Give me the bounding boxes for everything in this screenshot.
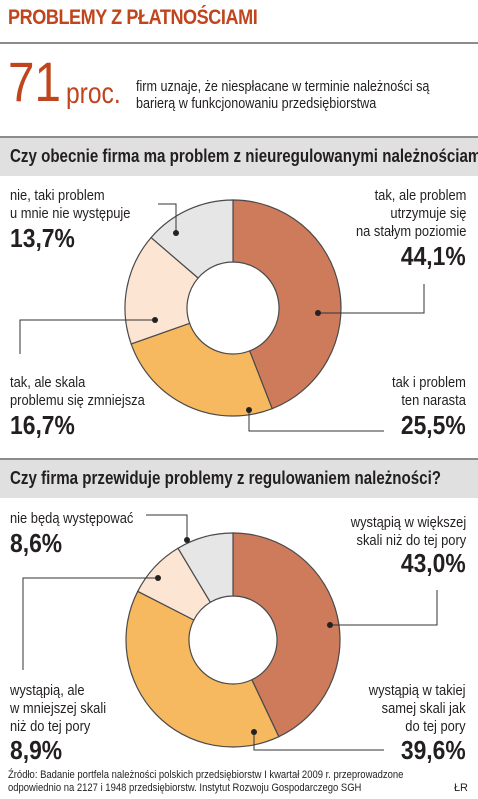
chart1-slice2-value: 25,5% <box>401 410 466 440</box>
chart1-leader-dot-2 <box>246 407 252 413</box>
source-note: Źródło: Badanie portfela należności pols… <box>8 769 404 794</box>
chart2-leader-dot-2 <box>251 729 257 735</box>
chart2-slice1-label: wystąpią w większej skali niż do tej pory <box>350 514 466 549</box>
chart1-slice4-value: 13,7% <box>10 223 75 253</box>
chart2-slice-4 <box>177 532 234 604</box>
chart1-slice-4 <box>150 199 234 279</box>
question-band-1: Czy obecnie firma ma problem z nieuregul… <box>0 136 478 176</box>
chart1-slice3-label: tak, ale skala problemu się zmniejsza <box>10 374 145 409</box>
chart1-leader-1 <box>318 284 425 314</box>
chart2-leader-2 <box>253 732 384 751</box>
chart1-slice-2 <box>130 322 273 417</box>
chart2-leader-1 <box>330 590 438 626</box>
headline-unit: proc. <box>66 77 121 110</box>
author-signature: ŁR <box>453 782 468 794</box>
chart1-leader-dot-4 <box>173 230 179 236</box>
chart2-leader-4 <box>146 514 188 540</box>
chart1-leader-2 <box>248 410 384 432</box>
chart1-slice3-value: 16,7% <box>10 410 75 440</box>
chart1-slice-1 <box>232 199 342 410</box>
chart2-leader-dot-3 <box>155 575 161 581</box>
chart2-slice2-value: 39,6% <box>401 735 466 765</box>
chart2-slice3-value: 8,9% <box>10 735 63 765</box>
chart1-title: Czy obecnie firma ma problem z nieuregul… <box>10 146 478 166</box>
page-title: PROBLEMY Z PŁATNOŚCIAMI <box>8 6 258 29</box>
chart1-slice1-label: tak, ale problem utrzymuje się na stałym p… <box>355 187 466 240</box>
chart2-slice4-value: 8,6% <box>10 528 63 558</box>
chart1-slice1-value: 44,1% <box>401 241 466 271</box>
chart1-slice4-label: nie, taki problem u mnie nie występuje <box>10 187 131 222</box>
chart2-title: Czy firma przewiduje problemy z regulowa… <box>10 468 442 488</box>
chart1-slice2-label: tak i problem ten narasta <box>392 374 466 409</box>
chart1-leader-dot-3 <box>152 317 158 323</box>
headline-number: 71 <box>8 50 61 113</box>
chart1-slice-3 <box>124 236 199 345</box>
chart1-leader-dot-1 <box>315 310 321 316</box>
chart2-leader-dot-4 <box>184 537 190 543</box>
chart2-slice3-label: wystąpią, ale w mniejszej skali niż do tej… <box>10 682 107 735</box>
chart2-leader-dot-1 <box>327 622 333 628</box>
chart1-leader-3 <box>19 319 155 354</box>
chart1-leader-4 <box>158 203 177 233</box>
chart2-slice4-label: nie będą występować <box>10 510 134 527</box>
question-band-2: Czy firma przewiduje problemy z regulowa… <box>0 458 478 498</box>
chart2-slice1-value: 43,0% <box>401 548 466 578</box>
headline-text: firm uznaje, że niespłacane w terminie n… <box>136 78 430 112</box>
chart2-leader-3 <box>22 577 158 670</box>
title-rule <box>0 42 478 44</box>
chart2-slice2-label: wystąpią w takiej samej skali jak do tej p… <box>369 682 466 735</box>
chart2-slice-2 <box>125 590 280 748</box>
chart2-slice-1 <box>232 532 341 738</box>
